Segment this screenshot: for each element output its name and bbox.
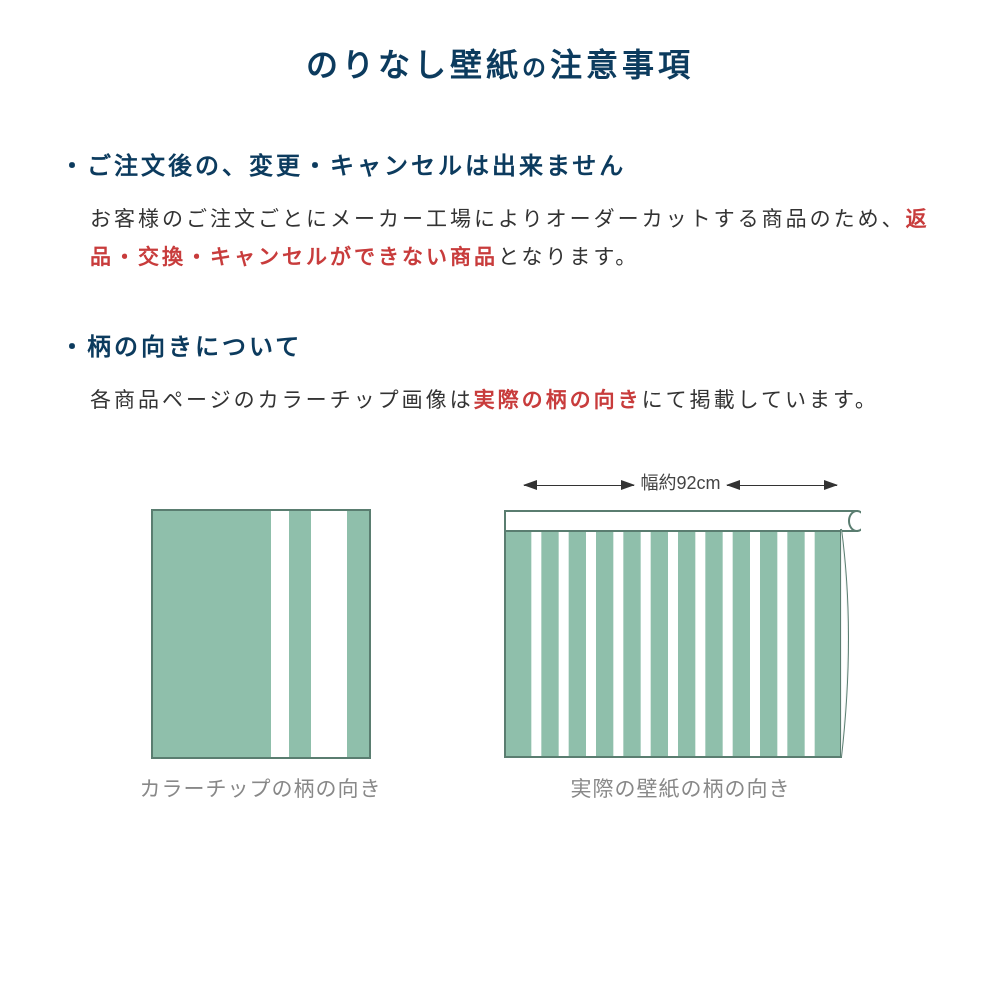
diagram-left-col: カラーチップの柄の向き [140,509,382,803]
body-text-segment: お客様のご注文ごとにメーカー工場によりオーダーカットする商品のため、 [90,208,906,231]
caption-left: カラーチップの柄の向き [140,773,382,803]
section-pattern-direction: ・柄の向きについて 各商品ページのカラーチップ画像は実際の柄の向きにて掲載してい… [60,327,940,420]
color-chip-illustration [151,509,371,759]
title-part2: 注意事項 [550,47,694,83]
diagram-right-col: 幅約92cm 実際の壁紙の柄の向き [501,469,861,803]
section-cancellation: ・ご注文後の、変更・キャンセルは出来ません お客様のご注文ごとにメーカー工場によ… [60,146,940,277]
highlight-actual-direction: 実際の柄の向き [474,389,642,412]
title-connector: の [522,55,550,82]
body-pattern: 各商品ページのカラーチップ画像は実際の柄の向きにて掲載しています。 [60,382,940,420]
caption-right: 実際の壁紙の柄の向き [571,773,791,803]
arrow-left-line [524,485,634,486]
body-text-segment: にて掲載しています。 [642,389,879,412]
width-label: 幅約92cm [640,469,720,495]
width-indicator: 幅約92cm [524,469,836,501]
heading-cancellation: ・ご注文後の、変更・キャンセルは出来ません [60,146,940,181]
arrow-right-line [727,485,837,486]
body-cancellation: お客様のご注文ごとにメーカー工場によりオーダーカットする商品のため、返品・交換・… [60,201,940,277]
page-title: のりなし壁紙の注意事項 [60,40,940,86]
diagram-area: カラーチップの柄の向き 幅約92cm 実際の壁紙の柄の向き [60,469,940,803]
body-text-segment: となります。 [498,246,639,269]
body-text-segment: 各商品ページのカラーチップ画像は [90,389,474,412]
wallpaper-roll-illustration [501,509,861,759]
heading-pattern: ・柄の向きについて [60,327,940,362]
title-part1: のりなし壁紙 [306,47,522,83]
